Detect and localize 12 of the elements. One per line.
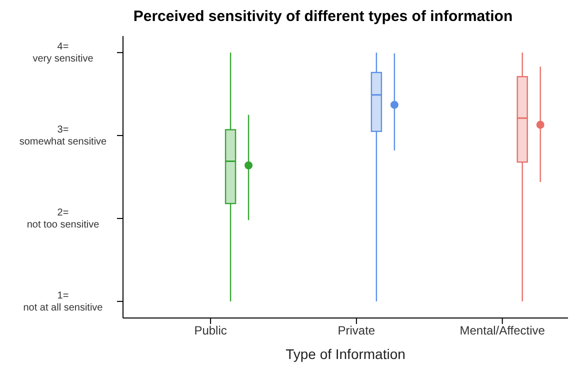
point (536, 120, 544, 129)
chart-title: Perceived sensitivity of different types of information (132, 8, 514, 27)
x-tick-label: Private (338, 324, 376, 338)
point (244, 161, 253, 170)
y-tick-label: 3= somewhat sensitive (19, 124, 108, 148)
point (390, 100, 398, 109)
x-axis-title: Type of Information (286, 346, 406, 362)
y-tick-label: 1= not at all sensitive (23, 290, 104, 314)
x-tick-label: Mental/Affective (460, 324, 546, 338)
y-tick-label: 2= not too sensitive (26, 207, 100, 230)
x-tick-label: Public (194, 324, 227, 338)
y-tick-label: 4= very sensitive (32, 42, 94, 65)
